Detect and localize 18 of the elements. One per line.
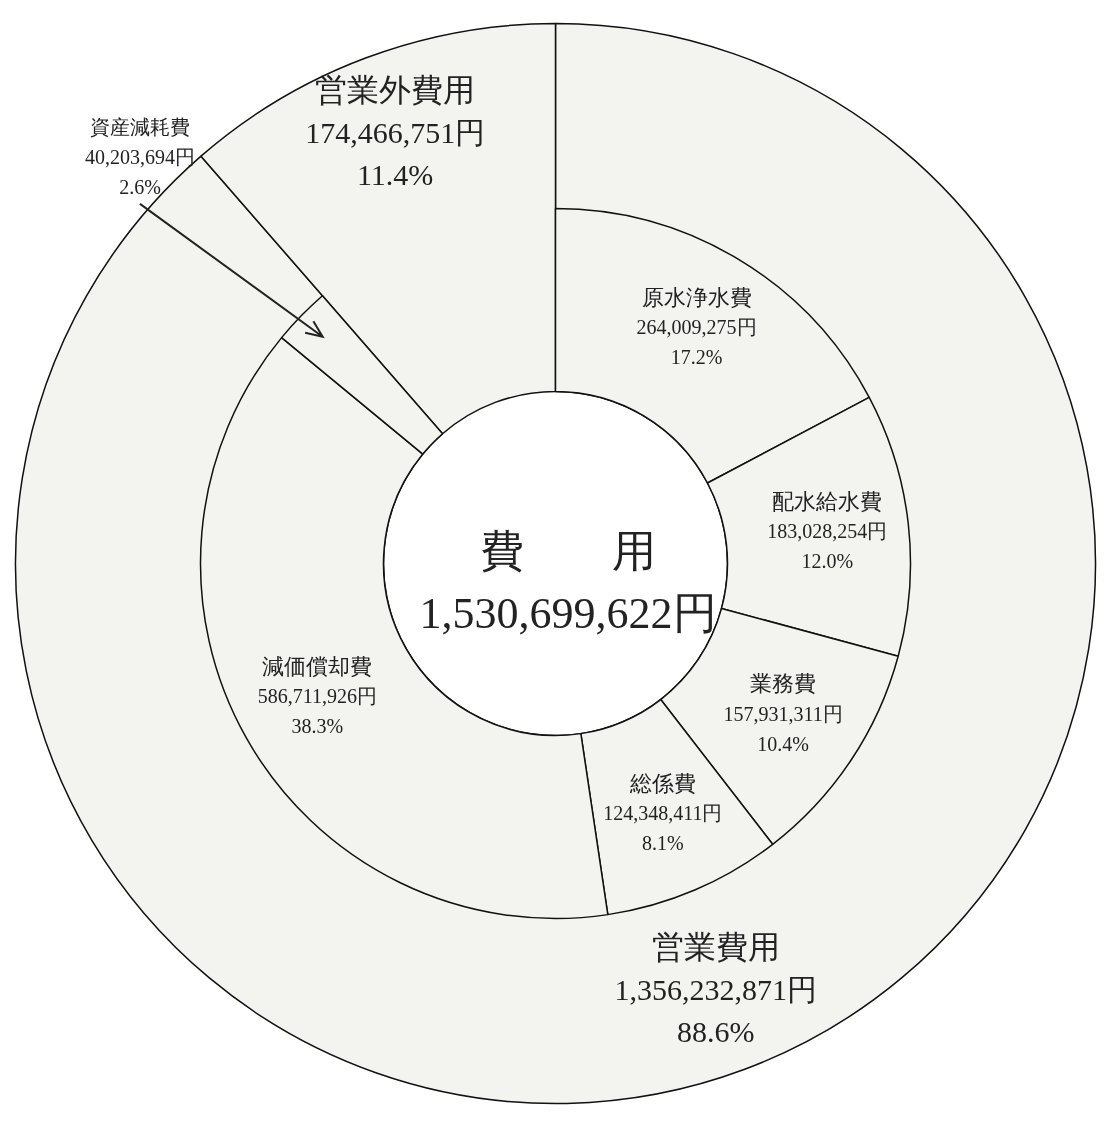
data-label: 183,028,254円 12.0% [767,520,888,573]
data-label: 174,466,751円 11.4% [305,115,486,191]
data-label: 124,348,411円 8.1% [603,802,723,855]
data-label: 40,203,694円 2.6% [84,146,195,199]
data-label: 264,009,275円 17.2% [636,316,757,369]
data-label: 157,931,311円 10.4% [723,702,843,755]
data-label: 586,711,926円 38.3% [257,685,378,738]
slice-label: 業務費 [750,671,817,697]
text: 費 用 [480,526,656,576]
slice-label: 総係費 [628,770,696,796]
slice-label: 資産減耗費 [89,116,190,139]
data-label: 1,356,232,871円 88.6% [614,972,818,1048]
slice-label: 減価償却費 [262,653,373,679]
slice-label: 配水給水費 [772,488,883,514]
slice-label: 営業外費用 [315,72,476,109]
slice-label: 原水浄水費 [641,284,752,310]
text: 1,530,699,622円 [419,588,717,638]
slice-label: 営業費用 [651,929,780,966]
